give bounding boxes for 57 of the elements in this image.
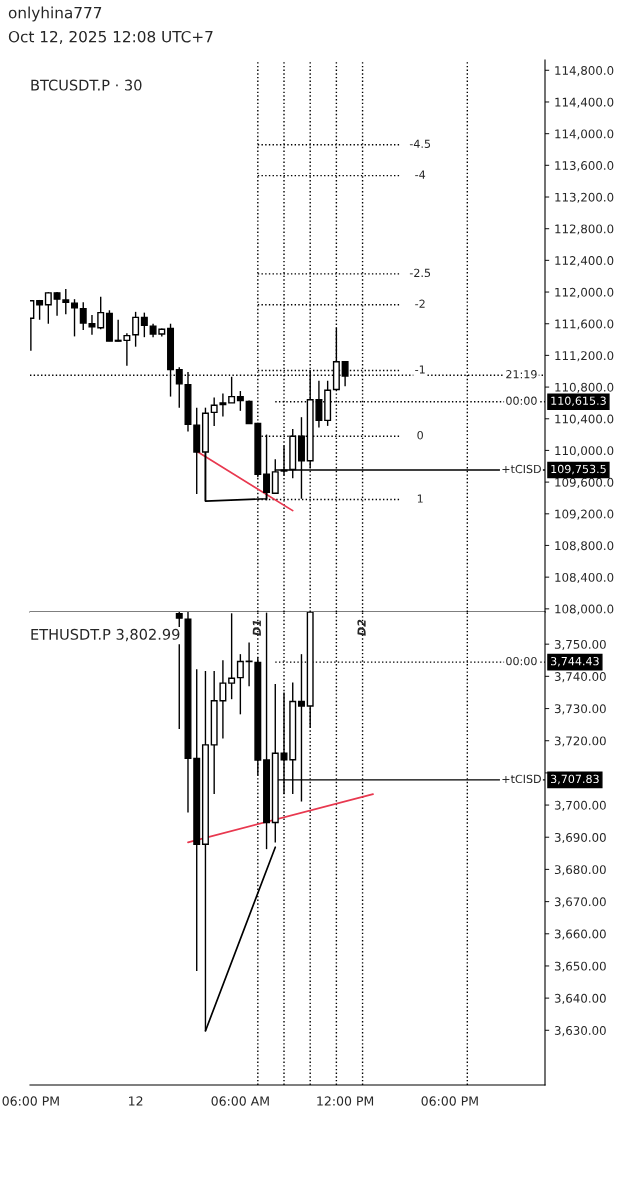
x-tick-label: 06:00 PM bbox=[421, 1096, 478, 1106]
y-tick-label: 112,800.0 bbox=[555, 224, 614, 235]
annotation: 00:00 bbox=[506, 396, 537, 405]
y-tick-label: 112,000.0 bbox=[555, 287, 614, 298]
annotation: -2 bbox=[415, 299, 425, 308]
text: onlyhina777 bbox=[8, 6, 102, 22]
y-tick-label: 3,720.00 bbox=[554, 736, 606, 747]
y-tick-label: 113,200.0 bbox=[555, 192, 614, 203]
text: BTCUSDT.P · 30 bbox=[31, 79, 142, 91]
y-tick-label: 3,730.00 bbox=[554, 704, 606, 715]
y-tick-label: 108,800.0 bbox=[555, 541, 614, 552]
annotation: 1 bbox=[417, 494, 423, 503]
annotation: +tCISD bbox=[502, 774, 541, 784]
y-tick-label: 114,400.0 bbox=[555, 97, 614, 108]
y-tick-label: 109,200.0 bbox=[555, 509, 614, 520]
y-tick-label: 112,400.0 bbox=[555, 256, 614, 267]
y-tick-label: 3,660.00 bbox=[554, 929, 606, 940]
ref-line-label: D1 bbox=[252, 620, 261, 636]
y-tick-label: 3,630.00 bbox=[554, 1026, 606, 1037]
text: ETHUSDT.P 3,802.99 bbox=[31, 628, 180, 642]
y-tick-label: 111,200.0 bbox=[555, 351, 614, 362]
annotation: 0 bbox=[417, 431, 423, 440]
x-tick-label: 06:00 PM bbox=[2, 1096, 59, 1106]
ref-line-label: 3,744.43 bbox=[551, 656, 599, 667]
y-tick-label: 3,740.00 bbox=[554, 672, 606, 683]
annotation: +tCISD bbox=[502, 464, 541, 474]
y-tick-label: 3,680.00 bbox=[554, 865, 606, 876]
y-tick-label: 3,640.00 bbox=[554, 993, 606, 1004]
y-tick-label: 113,600.0 bbox=[555, 161, 614, 172]
y-tick-label: 110,000.0 bbox=[555, 446, 614, 457]
text: Oct 12, 2025 12:08 UTC+7 bbox=[8, 30, 213, 44]
y-tick-label: 3,750.00 bbox=[554, 639, 606, 651]
y-tick-label: 3,670.00 bbox=[554, 897, 606, 908]
y-tick-label: 109,600.0 bbox=[555, 477, 614, 488]
y-tick-label: 108,400.0 bbox=[555, 572, 614, 584]
x-tick-label: 12:00 PM bbox=[317, 1096, 374, 1106]
ref-line-label: 3,707.83 bbox=[551, 774, 599, 785]
y-tick-label: 3,700.00 bbox=[554, 800, 606, 811]
y-tick-label: 3,650.00 bbox=[554, 961, 606, 972]
y-tick-label: 110,800.0 bbox=[555, 382, 614, 393]
x-tick-label: 06:00 AM bbox=[211, 1096, 269, 1106]
annotation: -2.5 bbox=[409, 268, 431, 278]
y-tick-label: 114,800.0 bbox=[555, 66, 614, 77]
y-tick-label: 114,000.0 bbox=[555, 129, 614, 140]
ref-line-label: 109,753.5 bbox=[551, 464, 606, 475]
ref-line-label: D2 bbox=[357, 619, 366, 636]
y-tick-label: 3,690.00 bbox=[554, 832, 606, 844]
y-tick-label: 108,000.0 bbox=[555, 604, 614, 615]
ref-line-label: 110,615.3 bbox=[551, 396, 606, 407]
annotation: 00:00 bbox=[506, 656, 537, 666]
y-tick-label: 111,600.0 bbox=[555, 319, 614, 330]
y-tick-label: 110,400.0 bbox=[555, 414, 614, 425]
annotation: -4.5 bbox=[409, 139, 431, 148]
annotation: -1 bbox=[415, 365, 425, 374]
annotation: 21:19 bbox=[506, 370, 537, 379]
annotation: -4 bbox=[415, 170, 426, 179]
x-tick-label: 12 bbox=[129, 1096, 143, 1106]
